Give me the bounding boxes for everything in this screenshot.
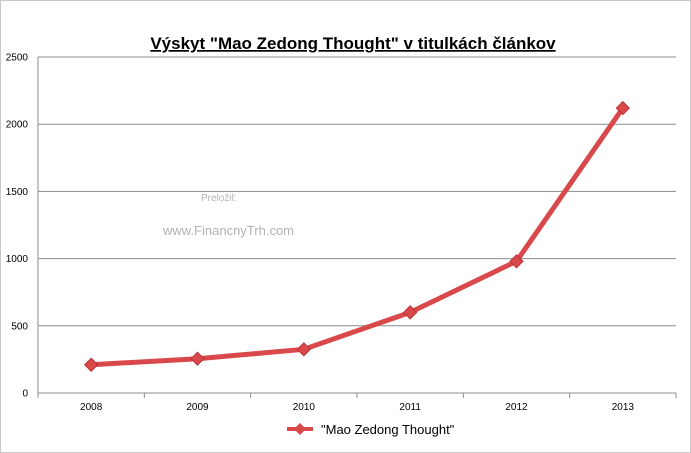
data-point bbox=[190, 351, 205, 366]
data-point bbox=[509, 254, 524, 269]
x-tick-label: 2011 bbox=[399, 402, 421, 413]
data-point bbox=[615, 100, 631, 116]
y-tick-label: 2500 bbox=[6, 53, 29, 64]
chart-title: Výskyt "Mao Zedong Thought" v titulkách … bbox=[150, 34, 556, 53]
x-tick-label: 2012 bbox=[505, 402, 528, 413]
y-tick-label: 1000 bbox=[6, 254, 29, 265]
y-tick-label: 0 bbox=[22, 389, 28, 400]
x-tick-label: 2013 bbox=[612, 402, 635, 413]
gridlines bbox=[37, 56, 676, 394]
y-tick-label: 2000 bbox=[6, 120, 29, 131]
legend-label: "Mao Zedong Thought" bbox=[321, 422, 455, 437]
data-point bbox=[402, 305, 418, 320]
y-tick-label: 500 bbox=[11, 321, 28, 332]
series-line bbox=[88, 105, 626, 368]
x-tick-label: 2010 bbox=[293, 402, 316, 413]
watermark-label: Preložil: bbox=[201, 193, 237, 204]
data-point bbox=[83, 357, 99, 372]
y-tick-label: 1500 bbox=[6, 187, 29, 198]
y-axis-ticks: 0 500 1000 1500 2000 2500 bbox=[6, 53, 29, 400]
x-axis-ticks: 2008 2009 2010 2011 2012 2013 bbox=[37, 393, 677, 413]
x-tick-label: 2009 bbox=[186, 402, 209, 413]
data-point bbox=[296, 342, 312, 357]
series-layer bbox=[83, 100, 631, 372]
legend: "Mao Zedong Thought" bbox=[287, 422, 455, 437]
watermark-url: www.FinancnyTrh.com bbox=[162, 223, 294, 238]
x-tick-label: 2008 bbox=[80, 402, 103, 413]
legend-diamond-marker bbox=[294, 423, 306, 435]
